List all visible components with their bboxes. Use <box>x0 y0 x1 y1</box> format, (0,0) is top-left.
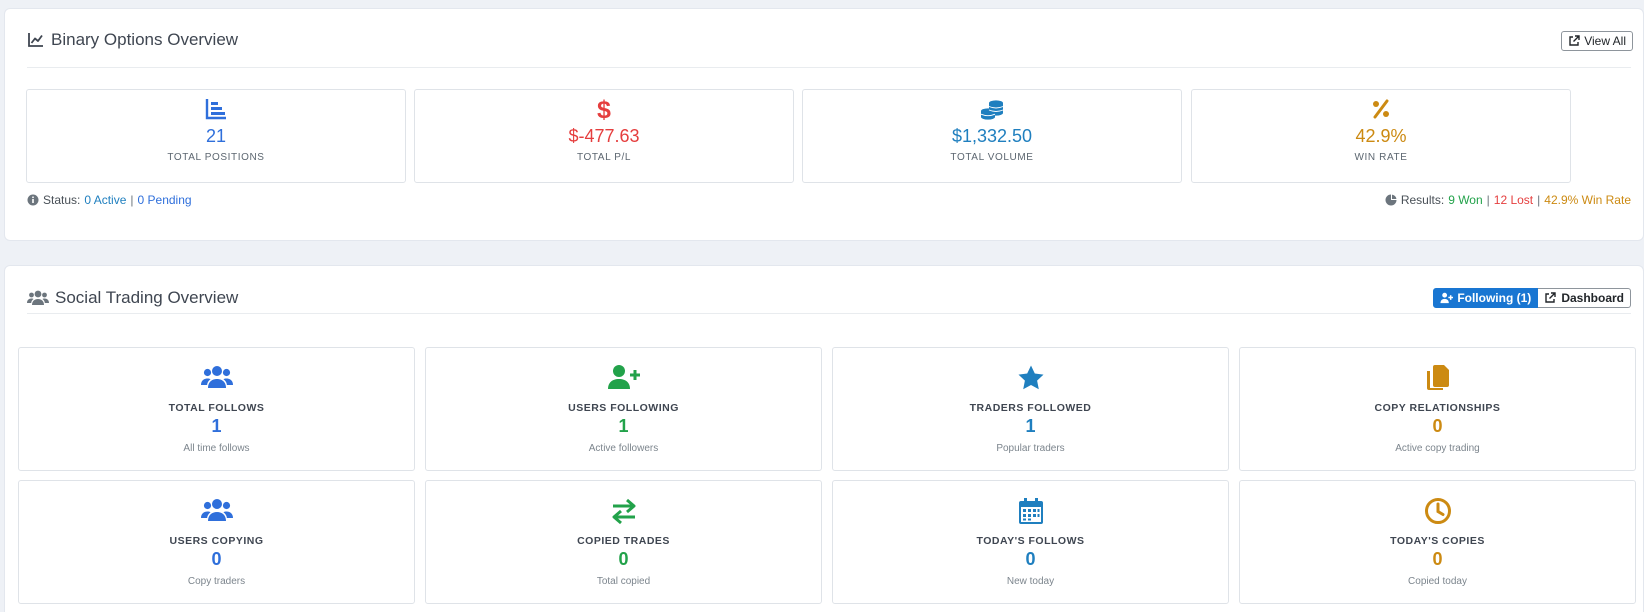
users-icon <box>27 289 49 307</box>
stat-label: TOTAL POSITIONS <box>167 152 265 163</box>
social-button-group: Following (1) Dashboard <box>1433 288 1631 308</box>
stat-value: $1,332.50 <box>951 126 1033 146</box>
stat-label: WIN RATE <box>1354 152 1408 163</box>
clock-icon <box>1240 497 1635 525</box>
pending-count-link[interactable]: 0 Pending <box>137 193 192 207</box>
status-line: Status: 0 Active | 0 Pending <box>27 193 192 207</box>
tile-value: 0 <box>1432 416 1443 436</box>
win-rate-text: 42.9% Win Rate <box>1544 193 1631 207</box>
following-label: Following (1) <box>1457 291 1532 305</box>
tile-value: 1 <box>1025 416 1036 436</box>
social-trading-card: Social Trading Overview Following (1) Da… <box>4 265 1644 612</box>
tile-label: COPIED TRADES <box>577 535 670 547</box>
external-link-icon <box>1544 292 1557 304</box>
tile-label: TRADERS FOLLOWED <box>969 402 1092 414</box>
tile-total-follows: TOTAL FOLLOWS 1 All time follows <box>18 347 415 471</box>
results-line: Results: 9 Won | 12 Lost | 42.9% Win Rat… <box>1385 193 1631 207</box>
dashboard-button[interactable]: Dashboard <box>1538 288 1631 308</box>
separator: | <box>1486 193 1490 207</box>
tile-sub: Copied today <box>1408 576 1467 587</box>
tile-value: 1 <box>211 416 222 436</box>
tile-sub: Active followers <box>588 443 659 454</box>
tile-value: 0 <box>1025 549 1036 569</box>
percent-icon <box>1192 98 1570 122</box>
external-link-icon <box>1568 35 1580 47</box>
tile-value: 0 <box>1432 549 1443 569</box>
tile-value: 0 <box>211 549 222 569</box>
line-chart-icon <box>27 31 45 49</box>
tile-copy-relationships: COPY RELATIONSHIPS 0 Active copy trading <box>1239 347 1636 471</box>
results-label: Results: <box>1400 193 1445 207</box>
tile-sub: Total copied <box>596 576 651 587</box>
star-icon <box>833 364 1228 392</box>
stat-total-pl: $ $-477.63 TOTAL P/L <box>414 89 794 183</box>
user-plus-icon <box>1440 292 1454 304</box>
tile-traders-followed: TRADERS FOLLOWED 1 Popular traders <box>832 347 1229 471</box>
social-trading-title: Social Trading Overview <box>27 288 238 308</box>
tile-label: COPY RELATIONSHIPS <box>1374 402 1501 414</box>
tile-users-copying: USERS COPYING 0 Copy traders <box>18 480 415 604</box>
stat-total-positions: 21 TOTAL POSITIONS <box>26 89 406 183</box>
coins-icon <box>803 98 1181 122</box>
binary-options-title-text: Binary Options Overview <box>51 30 239 49</box>
tile-label: USERS COPYING <box>169 535 264 547</box>
dashboard-label: Dashboard <box>1561 291 1624 305</box>
tile-todays-copies: TODAY'S COPIES 0 Copied today <box>1239 480 1636 604</box>
active-count-link[interactable]: 0 Active <box>84 193 127 207</box>
tile-label: TODAY'S FOLLOWS <box>976 535 1085 547</box>
stat-value: 42.9% <box>1355 126 1407 146</box>
tile-value: 1 <box>618 416 629 436</box>
info-icon <box>27 194 39 206</box>
binary-divider <box>27 67 1631 68</box>
users-icon <box>19 364 414 392</box>
tile-sub: New today <box>1006 576 1055 587</box>
stat-label: TOTAL P/L <box>576 152 632 163</box>
lost-count: 12 Lost <box>1493 193 1534 207</box>
stat-win-rate: 42.9% WIN RATE <box>1191 89 1571 183</box>
view-all-label: View All <box>1584 34 1626 48</box>
binary-options-card: Binary Options Overview View All 21 TOTA… <box>4 8 1644 241</box>
binary-options-title: Binary Options Overview <box>27 30 238 50</box>
following-button[interactable]: Following (1) <box>1433 288 1539 308</box>
users-icon <box>19 497 414 525</box>
tile-sub: Copy traders <box>187 576 246 587</box>
tile-value: 0 <box>618 549 629 569</box>
tile-label: USERS FOLLOWING <box>568 402 679 414</box>
tile-sub: All time follows <box>183 443 250 454</box>
stat-value: 21 <box>205 126 227 146</box>
tile-todays-follows: TODAY'S FOLLOWS 0 New today <box>832 480 1229 604</box>
exchange-icon <box>426 497 821 525</box>
social-trading-title-text: Social Trading Overview <box>55 288 239 307</box>
view-all-button[interactable]: View All <box>1561 31 1633 51</box>
tile-label: TODAY'S COPIES <box>1390 535 1485 547</box>
separator: | <box>130 193 134 207</box>
separator: | <box>1537 193 1541 207</box>
bar-chart-icon <box>27 98 405 122</box>
stat-value: $-477.63 <box>568 126 640 146</box>
status-label: Status: <box>43 193 81 207</box>
pie-chart-icon <box>1385 194 1397 206</box>
user-plus-icon <box>426 364 821 392</box>
tile-users-following: USERS FOLLOWING 1 Active followers <box>425 347 822 471</box>
tile-copied-trades: COPIED TRADES 0 Total copied <box>425 480 822 604</box>
tile-sub: Popular traders <box>996 443 1065 454</box>
tile-sub: Active copy trading <box>1395 443 1480 454</box>
tile-label: TOTAL FOLLOWS <box>168 402 265 414</box>
won-count: 9 Won <box>1448 193 1483 207</box>
dollar-icon: $ <box>597 96 611 124</box>
copy-icon <box>1240 364 1635 392</box>
stat-label: TOTAL VOLUME <box>950 152 1034 163</box>
stat-total-volume: $1,332.50 TOTAL VOLUME <box>802 89 1182 183</box>
social-divider <box>27 313 1631 314</box>
calendar-icon <box>833 497 1228 525</box>
